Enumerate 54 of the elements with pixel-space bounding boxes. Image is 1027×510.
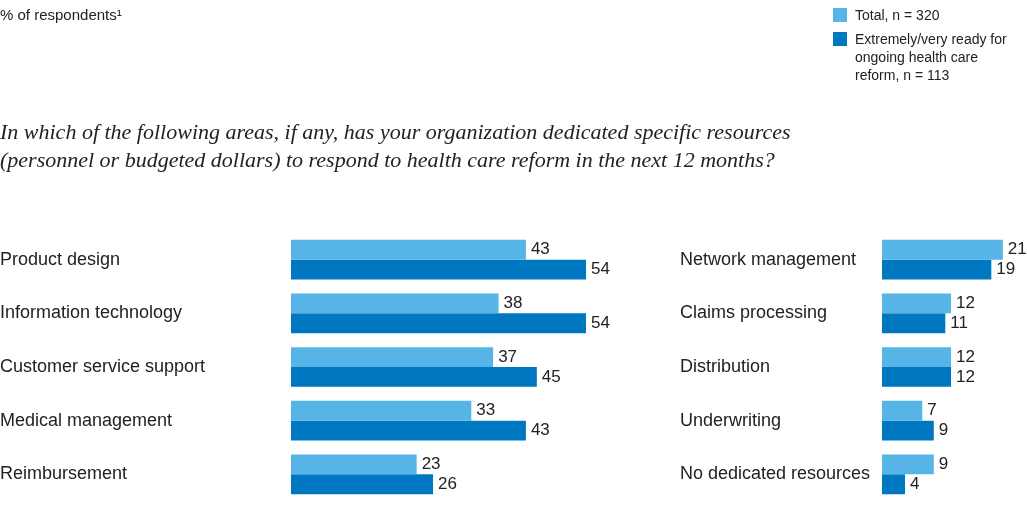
y-tick-label: Network management [680, 248, 857, 269]
bar [882, 367, 952, 387]
data-label: 12 [956, 293, 975, 313]
y-tick-label: Underwriting [680, 409, 782, 430]
data-label: 23 [421, 454, 441, 474]
y-tick-label: No dedicated resources [680, 463, 871, 484]
bar [882, 313, 946, 334]
data-label: 12 [956, 366, 975, 386]
data-label: 38 [503, 293, 523, 313]
bar [291, 367, 537, 387]
legend-label: Total, n = 320 [855, 6, 940, 24]
bar [291, 400, 472, 421]
bar [882, 239, 1003, 260]
data-label: 7 [927, 400, 937, 420]
data-label: 19 [996, 259, 1016, 279]
bar [882, 259, 992, 280]
bar [291, 293, 499, 314]
data-label: 37 [498, 346, 518, 366]
data-label: 11 [950, 312, 968, 332]
bar [882, 293, 952, 314]
data-label: 54 [591, 259, 610, 279]
y-tick-label: Customer service support [0, 355, 206, 376]
data-label: 45 [541, 366, 561, 386]
bar [291, 313, 586, 334]
bar [882, 474, 906, 495]
y-tick-label: Information technology [0, 302, 183, 323]
text: % of respondents¹ [0, 6, 122, 23]
data-label: 43 [530, 420, 550, 440]
y-tick-label: Distribution [680, 355, 771, 376]
bar [882, 420, 934, 441]
data-label: 54 [591, 312, 610, 332]
bar [291, 474, 434, 495]
data-label: 12 [956, 346, 975, 366]
data-label: 21 [1007, 239, 1027, 259]
bar [291, 347, 494, 367]
bar [882, 347, 952, 367]
y-tick-label: Claims processing [680, 302, 828, 323]
bar [882, 400, 923, 421]
bar [291, 259, 586, 280]
data-label: 33 [476, 400, 496, 420]
chart-title: In which of the following areas, if any, has your organization dedicated specific resources (personnel or budgeted dollars) to respond to health care reform in the next 12 months? [0, 118, 792, 174]
data-label: 9 [938, 454, 949, 474]
y-tick-label: Product design [0, 248, 121, 269]
bar [882, 454, 934, 475]
bar [291, 454, 417, 475]
data-label: 43 [530, 239, 550, 259]
data-label: 9 [938, 420, 949, 440]
legend-label: Extremely/very ready for ongoing health care reform, n = 113 [855, 30, 1008, 84]
bar [291, 420, 526, 441]
y-tick-label: Medical management [0, 409, 173, 430]
y-tick-label: Reimbursement [0, 463, 128, 484]
bar [291, 239, 526, 260]
data-label: 26 [438, 473, 457, 493]
data-label: 4 [910, 473, 920, 493]
